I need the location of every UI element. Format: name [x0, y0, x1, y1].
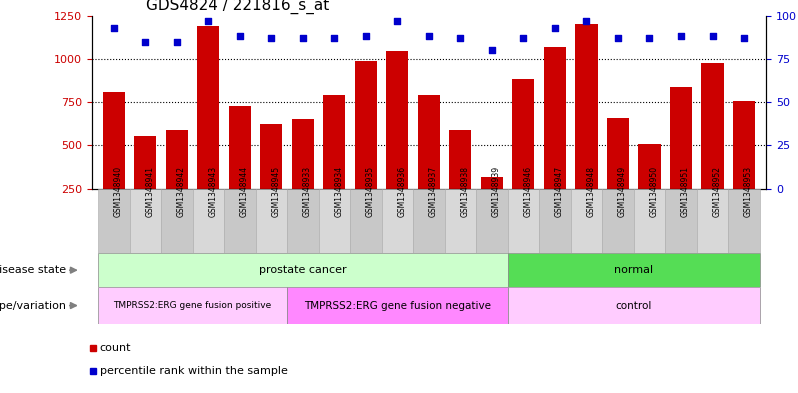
Bar — [323, 95, 346, 232]
Point — [139, 39, 152, 45]
Text: GSM1348940: GSM1348940 — [114, 166, 123, 217]
Point — [422, 33, 435, 40]
Bar — [98, 189, 129, 253]
Point — [674, 33, 687, 40]
Text: GSM1348937: GSM1348937 — [429, 166, 438, 217]
Bar — [255, 189, 287, 253]
Bar — [166, 130, 188, 232]
Bar — [575, 24, 598, 232]
Bar — [287, 189, 318, 253]
Bar — [381, 189, 413, 253]
Bar — [508, 253, 760, 287]
Text: GSM1348935: GSM1348935 — [366, 166, 375, 217]
Point — [611, 35, 624, 41]
Text: disease state: disease state — [0, 265, 66, 275]
Text: GSM1348949: GSM1348949 — [618, 166, 627, 217]
Point — [297, 35, 310, 41]
Bar — [697, 189, 729, 253]
Bar — [413, 189, 444, 253]
Bar — [444, 189, 476, 253]
Bar — [98, 253, 508, 287]
Bar — [602, 189, 634, 253]
Text: percentile rank within the sample: percentile rank within the sample — [100, 366, 287, 376]
Point — [171, 39, 184, 45]
Bar — [292, 119, 314, 232]
Bar — [192, 189, 224, 253]
Text: control: control — [615, 301, 652, 310]
Bar — [512, 79, 535, 232]
Text: GSM1348938: GSM1348938 — [460, 166, 469, 217]
Text: GSM1348934: GSM1348934 — [334, 166, 343, 217]
Bar — [318, 189, 350, 253]
Bar — [571, 189, 602, 253]
Bar — [386, 51, 409, 232]
Point — [643, 35, 656, 41]
Text: GSM1348952: GSM1348952 — [713, 166, 721, 217]
Bar — [729, 189, 760, 253]
Point — [391, 18, 404, 24]
Point — [265, 35, 278, 41]
Bar — [260, 124, 282, 232]
Text: GSM1348947: GSM1348947 — [555, 166, 564, 217]
Text: prostate cancer: prostate cancer — [259, 265, 346, 275]
Bar — [634, 189, 666, 253]
Point — [706, 33, 719, 40]
Bar — [161, 189, 192, 253]
Point — [548, 25, 561, 31]
Text: GSM1348936: GSM1348936 — [397, 166, 406, 217]
Bar — [666, 189, 697, 253]
Bar — [197, 26, 219, 232]
Point — [737, 35, 750, 41]
Bar — [508, 189, 539, 253]
Bar — [134, 136, 156, 232]
Text: GDS4824 / 221816_s_at: GDS4824 / 221816_s_at — [146, 0, 329, 15]
Bar — [287, 287, 508, 324]
Text: TMPRSS2:ERG gene fusion positive: TMPRSS2:ERG gene fusion positive — [113, 301, 272, 310]
Bar — [129, 189, 161, 253]
Bar — [544, 47, 566, 232]
Text: normal: normal — [614, 265, 654, 275]
Bar — [670, 86, 692, 232]
Bar — [355, 61, 377, 232]
Point — [108, 25, 120, 31]
Point — [360, 33, 373, 40]
Text: count: count — [100, 343, 131, 353]
Text: GSM1348945: GSM1348945 — [271, 166, 280, 217]
Text: GSM1348946: GSM1348946 — [523, 166, 532, 217]
Bar — [539, 189, 571, 253]
Text: GSM1348939: GSM1348939 — [492, 166, 501, 217]
Text: GSM1348941: GSM1348941 — [145, 166, 154, 217]
Bar — [98, 287, 287, 324]
Text: GSM1348951: GSM1348951 — [681, 166, 690, 217]
Bar — [476, 189, 508, 253]
Text: GSM1348953: GSM1348953 — [744, 166, 753, 217]
Point — [234, 33, 247, 40]
Point — [454, 35, 467, 41]
Bar — [481, 177, 503, 232]
Bar — [350, 189, 381, 253]
Bar — [449, 130, 472, 232]
Bar — [224, 189, 255, 253]
Text: GSM1348943: GSM1348943 — [208, 166, 217, 217]
Bar — [508, 287, 760, 324]
Text: GSM1348950: GSM1348950 — [650, 166, 658, 217]
Text: GSM1348944: GSM1348944 — [240, 166, 249, 217]
Bar — [418, 95, 440, 232]
Point — [328, 35, 341, 41]
Point — [517, 35, 530, 41]
Text: GSM1348933: GSM1348933 — [303, 166, 312, 217]
Bar — [701, 63, 724, 232]
Text: genotype/variation: genotype/variation — [0, 301, 66, 310]
Bar — [229, 106, 251, 232]
Point — [580, 18, 593, 24]
Point — [202, 18, 215, 24]
Bar — [733, 101, 755, 232]
Bar — [638, 144, 661, 232]
Bar — [103, 92, 124, 232]
Text: GSM1348942: GSM1348942 — [177, 166, 186, 217]
Text: TMPRSS2:ERG gene fusion negative: TMPRSS2:ERG gene fusion negative — [304, 301, 491, 310]
Point — [485, 47, 498, 53]
Text: GSM1348948: GSM1348948 — [587, 166, 595, 217]
Bar — [607, 118, 629, 232]
